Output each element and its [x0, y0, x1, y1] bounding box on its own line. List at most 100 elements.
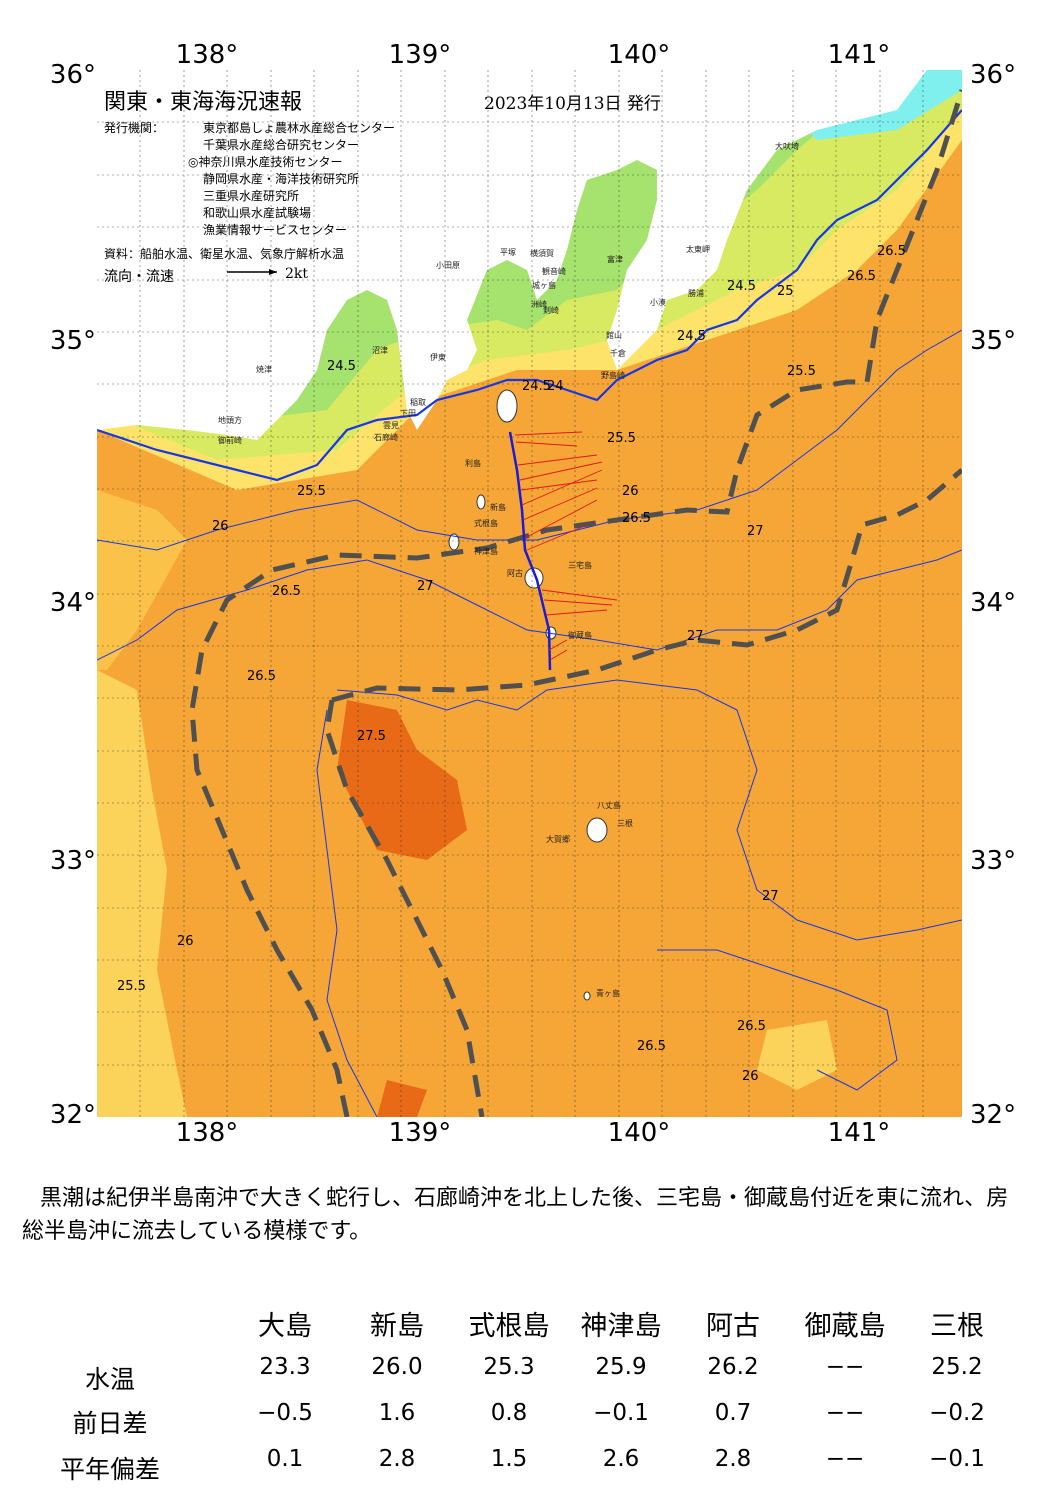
place-label: 太東岬: [686, 245, 710, 254]
table-cell: −−: [825, 1354, 865, 1380]
contour-label: 26: [177, 934, 194, 949]
lat-tick-right-34: 34°: [970, 588, 1017, 618]
place-label: 大吠埼: [775, 142, 799, 151]
table-cell: 0.7: [714, 1400, 752, 1426]
lat-tick-right-32: 32°: [970, 1100, 1017, 1130]
table-cell: −−: [825, 1446, 865, 1472]
place-label: 富津: [607, 255, 623, 264]
contour-label: 24.5: [327, 359, 356, 374]
table-cell: −0.1: [929, 1446, 985, 1472]
table-cell: 2.6: [602, 1446, 640, 1472]
row-label-temp: 水温: [84, 1365, 135, 1394]
table-cell: 2.8: [714, 1446, 752, 1472]
contour-label: 26.5: [622, 511, 651, 526]
contour-label: 25.5: [117, 979, 146, 994]
contour-27-west: [316, 709, 378, 1117]
lon-tick-bottom-138: 138°: [175, 1118, 239, 1148]
institutions-label: 発行機関：: [104, 121, 165, 135]
summary-text: 黒潮は紀伊半島南沖で大きく蛇行し、石廊崎沖を北上した後、三宅島・御蔵島付近を東に…: [22, 1186, 1009, 1244]
institution-1: 千葉県水産総合研究センター: [203, 138, 360, 152]
table-cell: 26.0: [371, 1354, 423, 1380]
table-cell: −0.2: [929, 1400, 985, 1426]
lat-tick-right-36: 36°: [970, 60, 1017, 90]
contour-label: 25.5: [297, 484, 326, 499]
land-hachijojima: [586, 817, 608, 843]
lon-tick-top-141: 141°: [827, 40, 891, 70]
place-label: 城ヶ島: [532, 281, 556, 290]
contour-label: 25.5: [607, 431, 636, 446]
sea-hot-patch-south: [377, 1080, 427, 1117]
institution-4: 三重県水産研究所: [203, 189, 300, 203]
flow-legend-label: 流向・流速: [104, 269, 174, 285]
flow-legend-scale: 2kt: [285, 266, 309, 282]
sea-west-cool: [97, 670, 187, 1117]
place-label: 石廊崎: [374, 433, 398, 442]
contour-label: 25.5: [787, 364, 816, 379]
lon-tick-top-140: 140°: [607, 40, 671, 70]
contour-label: 26: [742, 1069, 759, 1084]
station-header: 阿古: [706, 1311, 760, 1342]
place-label: 利島: [465, 459, 481, 468]
row-label-daily-diff: 前日差: [72, 1409, 148, 1438]
issue-date: 2023年10月13日 発行: [484, 94, 661, 114]
lon-tick-bottom-141: 141°: [827, 1118, 891, 1148]
place-label: 焼津: [256, 365, 272, 374]
lat-tick-left-36: 36°: [49, 60, 96, 90]
lat-tick-left-35: 35°: [49, 326, 96, 356]
land-oshima: [496, 389, 518, 423]
table-cell: 25.2: [931, 1354, 983, 1380]
station-header: 神津島: [580, 1311, 662, 1342]
land-niijima: [476, 494, 486, 510]
station-header: 式根島: [468, 1311, 550, 1342]
contour-label: 26.5: [637, 1039, 666, 1054]
contour-label: 26.5: [247, 669, 276, 684]
lon-tick-bottom-140: 140°: [607, 1118, 671, 1148]
place-label: 御前崎: [218, 436, 242, 445]
contour-label: 26: [212, 519, 229, 534]
station-header: 大島: [258, 1311, 312, 1342]
map-title: 関東・東海海況速報: [104, 90, 303, 115]
place-label: 勝浦: [688, 289, 704, 298]
kuroshio-south-edge: [331, 468, 962, 703]
place-label: 小湊: [650, 298, 666, 307]
place-label: 館山: [606, 331, 622, 340]
table-cell: 0.1: [266, 1446, 304, 1472]
land-honshu: [97, 70, 927, 440]
place-label: 青ヶ島: [596, 989, 620, 998]
table-cell: 23.3: [259, 1354, 311, 1380]
contour-26-5: [97, 549, 962, 661]
station-header: 三根: [930, 1311, 984, 1342]
lon-tick-top-139: 139°: [388, 40, 452, 70]
land-kozushima: [448, 533, 460, 551]
lat-tick-left-33: 33°: [49, 846, 96, 876]
sea-temperature-map: 24.5 25.5 26 26.5 27 27 27.5 26.5 26.5 2…: [97, 70, 962, 1117]
institution-5: 和歌山県水産試験場: [203, 206, 312, 220]
place-label: 阿古: [507, 569, 523, 578]
place-label: 神津島: [474, 547, 498, 556]
institution-0: 東京都島しょ農林水産総合センター: [203, 121, 396, 135]
kuroshio-meander: [324, 699, 485, 1117]
contour-label: 27: [747, 524, 764, 539]
station-header: 新島: [370, 1311, 424, 1342]
contour-label: 27: [687, 629, 704, 644]
lon-tick-top-138: 138°: [175, 40, 239, 70]
contour-label: 26.5: [737, 1019, 766, 1034]
row-label-anomaly: 平年偏差: [59, 1455, 160, 1484]
contour-label: 24: [547, 379, 564, 394]
contour-label: 27: [762, 889, 779, 904]
place-label: 稲取: [410, 398, 426, 407]
contour-label: 24.5: [522, 379, 551, 394]
sea-hot-patch: [337, 700, 467, 860]
data-sources: 資料：船舶水温、衛星水温、気象庁解析水温: [104, 247, 345, 261]
kuroshio-axis: [189, 89, 962, 1117]
place-label: 小田原: [436, 261, 460, 270]
ship-track: [508, 431, 552, 671]
place-label: 剣崎: [543, 306, 559, 315]
lat-tick-right-35: 35°: [970, 326, 1017, 356]
table-cell: 2.8: [378, 1446, 416, 1472]
contour-label: 27.5: [357, 729, 386, 744]
contour-27: [336, 679, 962, 941]
place-label: 伊東: [430, 353, 446, 362]
place-label: 洲崎: [531, 300, 547, 309]
contour-26-south: [657, 949, 898, 1091]
